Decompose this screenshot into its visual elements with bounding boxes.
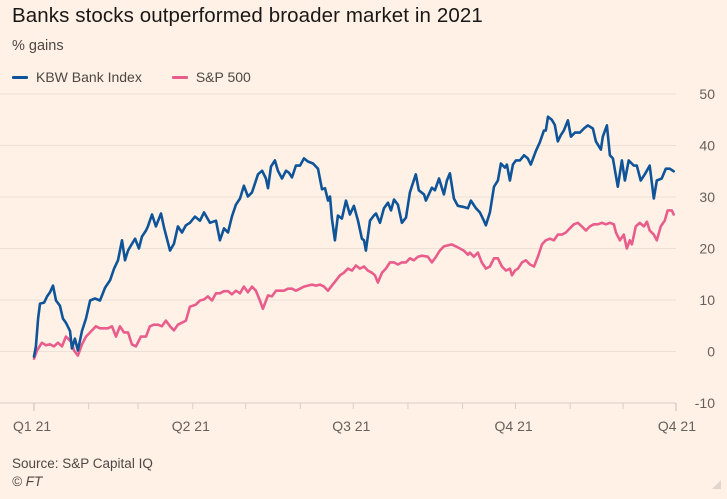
legend-swatch-kbw: [12, 75, 28, 79]
gridlines: [0, 93, 676, 404]
y-axis: 50 40 30 20 10 0 -10: [695, 86, 715, 411]
legend-swatch-sp500: [171, 75, 188, 79]
x-tick-label: Q3 21: [332, 418, 370, 434]
x-tick-label: Q1 21: [13, 418, 51, 434]
x-tick-label: Q4 21: [495, 418, 533, 434]
x-axis: Q1 21 Q2 21 Q3 21 Q4 21 Q4 21: [13, 403, 696, 434]
y-tick-label: 20: [699, 241, 715, 257]
y-tick-label: 30: [699, 189, 715, 205]
x-tick-label: Q2 21: [172, 418, 210, 434]
y-tick-label: 10: [699, 292, 715, 308]
legend-item-sp500: S&P 500: [171, 69, 251, 85]
resize-corner: [712, 480, 721, 489]
legend-item-kbw: KBW Bank Index: [12, 69, 142, 85]
chart-subtitle: % gains: [12, 38, 64, 54]
y-tick-label: 50: [699, 86, 715, 102]
copyright-note: © FT: [12, 474, 43, 489]
series-line-kbw: [32, 115, 675, 358]
y-tick-label: 40: [699, 138, 715, 154]
y-tick-label: -10: [695, 395, 715, 411]
y-tick-label: 0: [707, 344, 715, 360]
x-tick-label: Q4 21: [658, 418, 696, 434]
chart-title: Banks stocks outperformed broader market…: [12, 4, 483, 27]
source-note: Source: S&P Capital IQ: [12, 456, 153, 471]
legend-label-kbw: KBW Bank Index: [36, 69, 142, 85]
series-lines: [32, 115, 675, 360]
series-line-sp500: [32, 209, 675, 360]
legend: KBW Bank Index S&P 500: [12, 69, 281, 85]
legend-label-sp500: S&P 500: [195, 69, 251, 85]
